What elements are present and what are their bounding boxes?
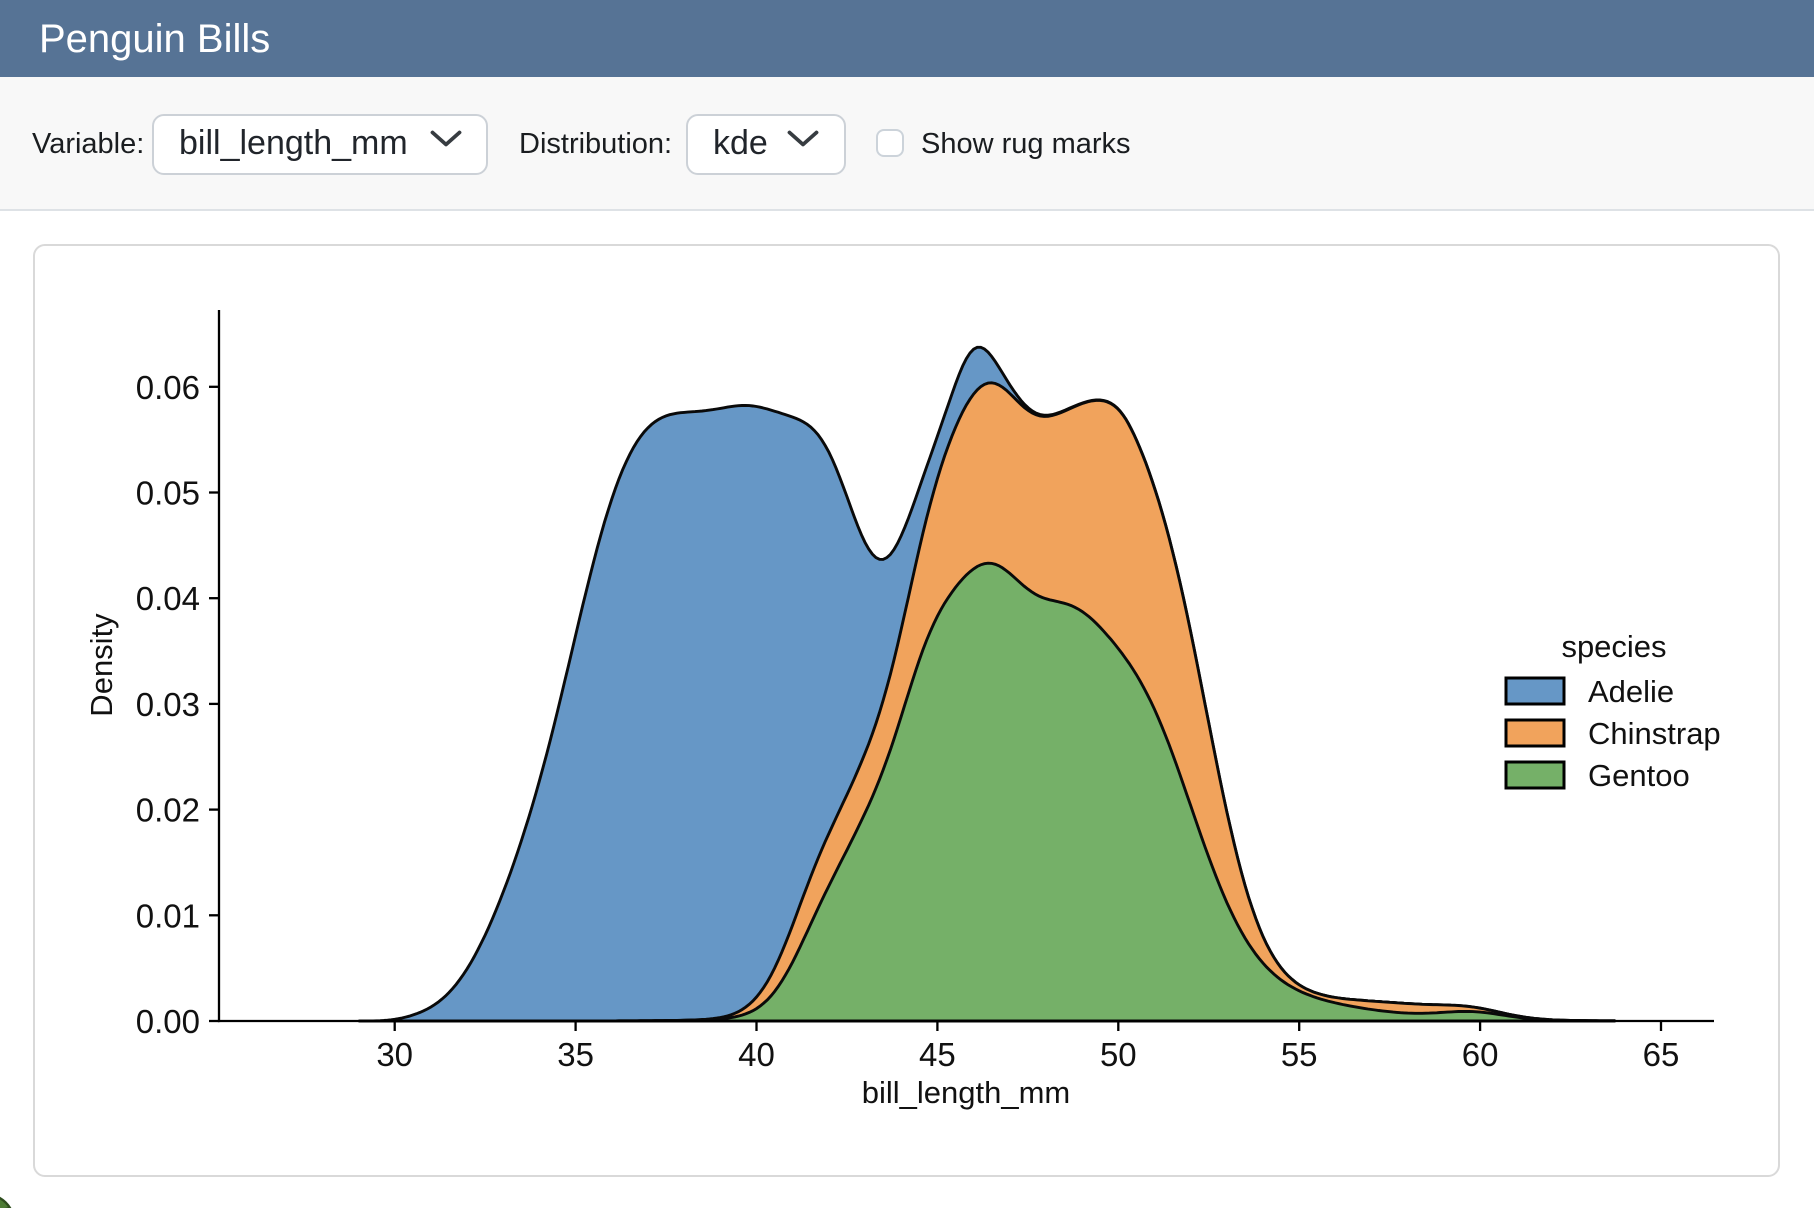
svg-text:Density: Density (84, 613, 119, 717)
svg-text:0.04: 0.04 (136, 580, 200, 617)
svg-text:65: 65 (1643, 1036, 1680, 1073)
svg-text:30: 30 (376, 1036, 413, 1073)
svg-text:35: 35 (557, 1036, 594, 1073)
svg-text:species: species (1561, 629, 1666, 664)
svg-text:0.01: 0.01 (136, 897, 200, 934)
svg-text:60: 60 (1462, 1036, 1499, 1073)
svg-text:0.02: 0.02 (136, 792, 200, 829)
svg-text:0.00: 0.00 (136, 1003, 200, 1040)
svg-text:Adelie: Adelie (1588, 674, 1674, 709)
svg-text:0.05: 0.05 (136, 475, 200, 512)
svg-text:40: 40 (738, 1036, 775, 1073)
svg-text:45: 45 (919, 1036, 956, 1073)
svg-text:Chinstrap: Chinstrap (1588, 716, 1721, 751)
svg-text:0.06: 0.06 (136, 369, 200, 406)
svg-text:bill_length_mm: bill_length_mm (862, 1075, 1071, 1110)
svg-text:0.03: 0.03 (136, 686, 200, 723)
svg-text:55: 55 (1281, 1036, 1318, 1073)
svg-text:Gentoo: Gentoo (1588, 758, 1690, 793)
svg-text:50: 50 (1100, 1036, 1137, 1073)
